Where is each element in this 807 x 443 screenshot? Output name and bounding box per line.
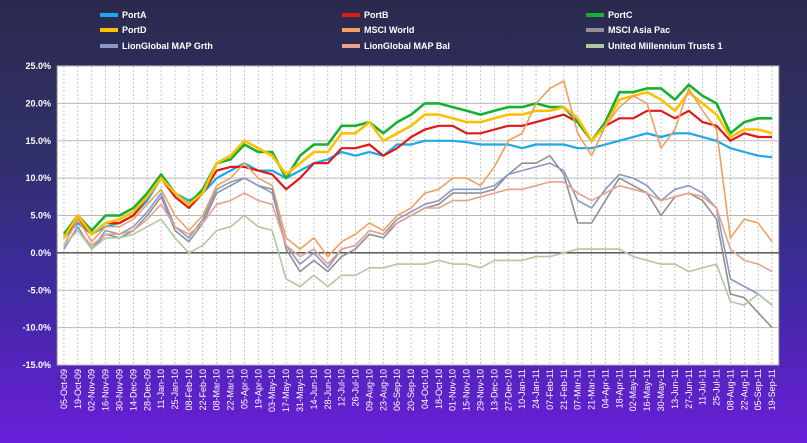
x-tick-label: 15-Nov-10	[462, 369, 472, 411]
x-tick-label: 25-Jan-10	[170, 369, 180, 410]
x-tick-label: 25-Jul-11	[712, 369, 722, 406]
x-tick-label: 18-Oct-10	[434, 369, 444, 409]
legend-swatch	[342, 13, 360, 17]
x-tick-label: 08-Aug-11	[725, 369, 735, 410]
x-tick-label: 26-Jul-10	[351, 369, 361, 407]
legend-label: PortA	[122, 10, 147, 20]
legend-item: United Millennium Trusts 1	[586, 41, 723, 51]
x-tick-label: 12-Jul-10	[337, 369, 347, 407]
x-tick-label: 10-Jan-11	[517, 369, 527, 409]
legend-item: PortC	[586, 10, 633, 20]
legend-label: PortC	[608, 10, 633, 20]
legend-item: PortB	[342, 10, 389, 20]
series-line-portd	[62, 90, 773, 239]
x-tick-label: 02-May-11	[628, 369, 638, 411]
x-tick-label: 28-Jun-10	[323, 369, 333, 410]
x-tick-label: 14-Jun-10	[309, 369, 319, 410]
y-tick-label: 0.0%	[30, 248, 51, 258]
x-tick-label: 21-Feb-11	[559, 369, 569, 410]
x-tick-label: 04-Apr-11	[600, 369, 610, 408]
x-tick-label: 09-Aug-10	[364, 369, 374, 411]
x-tick-label: 30-Nov-09	[114, 369, 124, 411]
x-tick-label: 07-Mar-11	[573, 369, 583, 410]
x-tick-label: 17-May-10	[281, 369, 291, 412]
legend-swatch	[586, 44, 604, 48]
x-tick-label: 20-Sep-10	[406, 369, 416, 411]
legend-label: LionGlobal MAP Bal	[364, 41, 450, 51]
x-tick-label: 05-Oct-09	[59, 369, 69, 409]
x-tick-label: 02-Nov-09	[87, 369, 97, 411]
series-line-msci-world	[63, 80, 773, 258]
x-tick-label: 01-Nov-10	[448, 369, 458, 411]
x-tick-label: 16-Nov-09	[101, 369, 111, 411]
x-tick-label: 14-Dec-09	[128, 369, 138, 411]
legend-item: MSCI Asia Pac	[586, 25, 670, 35]
legend-swatch	[100, 13, 118, 17]
x-tick-label: 22-Mar-10	[226, 369, 236, 411]
x-tick-label: 19-Oct-09	[73, 369, 83, 409]
x-tick-label: 11-Jul-11	[698, 369, 708, 405]
series-line-porta	[63, 132, 773, 239]
x-tick-label: 05-Apr-10	[239, 369, 249, 409]
x-tick-label: 27-Jun-11	[684, 369, 694, 409]
legend-label: United Millennium Trusts 1	[608, 41, 723, 51]
x-tick-label: 29-Nov-10	[475, 369, 485, 411]
x-tick-label: 08-Mar-10	[212, 369, 222, 411]
x-tick-label: 16-May-11	[642, 369, 652, 411]
y-tick-label: -5.0%	[27, 285, 51, 295]
legend-swatch	[342, 28, 360, 32]
series-line-united-millennium-trusts-1	[63, 214, 773, 307]
x-tick-label: 05-Sep-11	[753, 369, 763, 410]
legend-label: MSCI World	[364, 25, 415, 35]
legend-label: LionGlobal MAP Grth	[122, 41, 213, 51]
legend-swatch	[586, 13, 604, 17]
x-tick-label: 03-May-10	[267, 369, 277, 412]
legend-swatch	[586, 28, 604, 32]
legend-swatch	[100, 44, 118, 48]
x-tick-label: 08-Feb-10	[184, 369, 194, 411]
series-line-lionglobal-map-grth	[63, 162, 773, 306]
x-tick-label: 28-Dec-09	[142, 369, 152, 411]
x-tick-label: 31-May-10	[295, 369, 305, 412]
x-tick-label: 07-Feb-11	[545, 369, 555, 410]
x-tick-label: 22-Feb-10	[198, 369, 208, 411]
y-tick-label: -10.0%	[22, 323, 51, 333]
y-tick-label: 25.0%	[25, 61, 51, 71]
series-line-portb	[63, 109, 773, 239]
x-tick-label: 11-Jan-10	[156, 369, 166, 409]
y-tick-label: -15.0%	[22, 360, 51, 370]
legend-label: PortB	[364, 10, 389, 20]
legend-label: MSCI Asia Pac	[608, 25, 671, 35]
legend-item: MSCI World	[342, 25, 414, 35]
series-line-lionglobal-map-bal	[63, 181, 773, 273]
x-tick-label: 27-Dec-10	[503, 369, 513, 411]
y-tick-label: 20.0%	[25, 98, 51, 108]
legend-item: PortD	[100, 25, 147, 35]
x-tick-label: 06-Sep-10	[392, 369, 402, 411]
x-tick-label: 23-Aug-10	[378, 369, 388, 411]
x-tick-label: 24-Jan-11	[531, 369, 541, 409]
x-tick-label: 22-Aug-11	[739, 369, 749, 410]
legend-item: PortA	[100, 10, 147, 20]
x-tick-label: 19-Sep-11	[767, 369, 777, 410]
x-tick-label: 13-Jun-11	[670, 369, 680, 409]
y-tick-label: 5.0%	[30, 211, 51, 221]
legend-item: LionGlobal MAP Bal	[342, 41, 450, 51]
x-tick-label: 18-Apr-11	[614, 369, 624, 408]
legend-item: LionGlobal MAP Grth	[100, 41, 213, 51]
y-tick-label: 10.0%	[25, 173, 51, 183]
x-tick-label: 13-Dec-10	[489, 369, 499, 411]
x-tick-label: 30-May-11	[656, 369, 666, 411]
legend-label: PortD	[122, 25, 147, 35]
y-tick-label: 15.0%	[25, 136, 51, 146]
x-tick-label: 19-Apr-10	[253, 369, 263, 409]
legend-swatch	[100, 28, 118, 32]
x-tick-label: 21-Mar-11	[587, 369, 597, 410]
legend-swatch	[342, 44, 360, 48]
x-tick-label: 04-Oct-10	[420, 369, 430, 409]
